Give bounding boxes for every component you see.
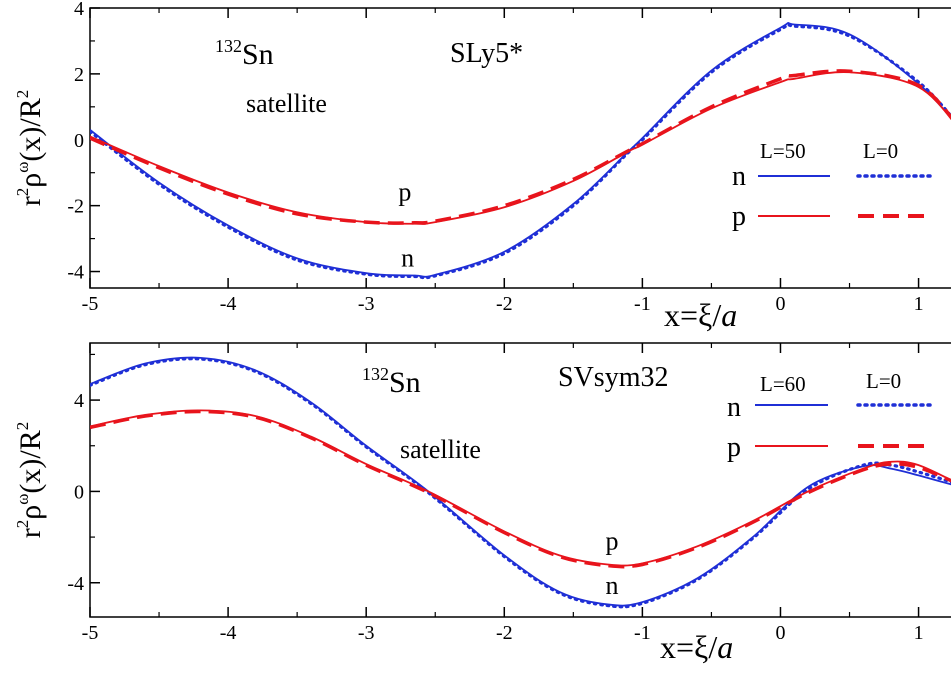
y-label-r: r bbox=[14, 196, 47, 206]
x-axis-label: x=ξ/a bbox=[660, 629, 733, 665]
y-tick-label: 4 bbox=[74, 0, 84, 20]
legend-row-p-label: p bbox=[732, 201, 746, 232]
x-tick-label: 1 bbox=[914, 622, 924, 644]
x-label-xi: ξ bbox=[698, 297, 712, 333]
x-tick-label: 1 bbox=[914, 293, 924, 315]
series-group bbox=[90, 21, 951, 280]
y-label-mid: (x)/R bbox=[14, 430, 47, 493]
legend-header-1: L=60 bbox=[760, 372, 806, 396]
x-tick-label: -3 bbox=[358, 293, 375, 315]
y-label-sq: 2 bbox=[13, 520, 32, 529]
plot-frame bbox=[89, 7, 951, 289]
curve-label-n: n bbox=[606, 571, 619, 600]
legend-row-p-label: p bbox=[727, 432, 741, 463]
curve-label-n: n bbox=[401, 244, 414, 273]
nucleus-label: 132Sn bbox=[215, 36, 274, 71]
series-p-dashed bbox=[90, 409, 951, 569]
x-tick-label: -4 bbox=[220, 293, 237, 315]
legend-header-2: L=0 bbox=[866, 369, 901, 393]
legend-row-n-label: n bbox=[727, 392, 741, 423]
nucleus-symbol: Sn bbox=[242, 38, 274, 71]
mode-label: satellite bbox=[246, 89, 327, 118]
y-ticks: -4 -2 0 2 4 bbox=[67, 0, 100, 284]
y-tick-label: -2 bbox=[67, 196, 84, 218]
legend-header-1: L=50 bbox=[760, 139, 806, 163]
x-ticks: -5 -4 -3 -2 -1 0 1 bbox=[82, 8, 924, 315]
nucleus-mass: 132 bbox=[215, 36, 242, 56]
x-tick-label: -1 bbox=[634, 293, 651, 315]
mode-label: satellite bbox=[400, 435, 481, 464]
x-label-slash: / bbox=[708, 629, 717, 665]
legend-row-n-label: n bbox=[732, 161, 746, 192]
y-tick-label: 0 bbox=[74, 481, 84, 503]
series-p-dashed bbox=[90, 69, 951, 225]
series-n-dotted bbox=[90, 22, 951, 280]
x-label-a: a bbox=[721, 297, 737, 333]
legend: L=60 L=0 n p bbox=[727, 369, 932, 463]
series-n-dotted bbox=[90, 357, 951, 609]
y-axis-label: r2ρω(x)/R2 bbox=[13, 90, 47, 207]
curve-label-p: p bbox=[606, 527, 619, 556]
y-tick-label: -4 bbox=[67, 573, 84, 595]
x-tick-label: -2 bbox=[496, 293, 513, 315]
x-tick-label: -5 bbox=[82, 293, 99, 315]
y-label-rho: ρ bbox=[14, 505, 47, 520]
series-n-solid bbox=[90, 21, 951, 278]
nucleus-mass: 132 bbox=[362, 364, 389, 384]
curve-labels: pn bbox=[398, 178, 414, 273]
plot-frame bbox=[89, 342, 951, 618]
y-ticks: -4 0 4 bbox=[67, 353, 100, 595]
nucleus-symbol: Sn bbox=[389, 366, 421, 399]
y-label-omega: ω bbox=[13, 162, 32, 173]
x-ticks: -5 -4 -3 -2 -1 0 1 bbox=[82, 343, 924, 644]
y-axis-label: r2ρω(x)/R2 bbox=[13, 422, 47, 539]
x-label-xi: ξ bbox=[694, 629, 708, 665]
x-tick-label: -2 bbox=[496, 622, 513, 644]
series-group bbox=[90, 356, 951, 609]
x-tick-label: -4 bbox=[220, 622, 237, 644]
curve-labels: pn bbox=[606, 527, 619, 601]
x-label-slash: / bbox=[712, 297, 721, 333]
x-tick-label: 0 bbox=[775, 293, 785, 315]
x-label-pre: x= bbox=[660, 629, 694, 665]
x-tick-label: -5 bbox=[82, 622, 99, 644]
y-label-sq: 2 bbox=[13, 188, 32, 197]
legend: L=50 L=0 n p bbox=[732, 139, 932, 232]
y-label-r: r bbox=[14, 528, 47, 538]
x-tick-label: 0 bbox=[775, 622, 785, 644]
x-axis-label: x=ξ/a bbox=[664, 297, 737, 333]
y-label-omega: ω bbox=[13, 494, 32, 505]
x-label-a: a bbox=[717, 629, 733, 665]
y-tick-label: -4 bbox=[67, 262, 84, 284]
y-label-sq2: 2 bbox=[13, 90, 32, 99]
y-tick-label: 2 bbox=[74, 64, 84, 86]
chart-title: SVsym32 bbox=[558, 362, 668, 393]
y-label-mid: (x)/R bbox=[14, 98, 47, 161]
y-tick-label: 0 bbox=[74, 130, 84, 152]
y-label-sq2: 2 bbox=[13, 422, 32, 431]
chart-title: SLy5* bbox=[450, 38, 523, 69]
panel-bottom: -5 -4 -3 -2 -1 0 1 -4 0 4 132Sn satellite SVsym3… bbox=[13, 342, 951, 665]
x-label-pre: x= bbox=[664, 297, 698, 333]
y-label-rho: ρ bbox=[14, 173, 47, 188]
panel-top: -5 -4 -3 -2 -1 0 1 -4 -2 0 2 4 132Sn satellite SLy… bbox=[13, 0, 951, 333]
curve-label-p: p bbox=[398, 178, 411, 207]
series-p-solid bbox=[90, 71, 951, 225]
y-tick-label: 4 bbox=[74, 390, 84, 412]
x-tick-label: -1 bbox=[634, 622, 651, 644]
x-tick-label: -3 bbox=[358, 622, 375, 644]
nucleus-label: 132Sn bbox=[362, 364, 421, 399]
legend-header-2: L=0 bbox=[863, 139, 898, 163]
